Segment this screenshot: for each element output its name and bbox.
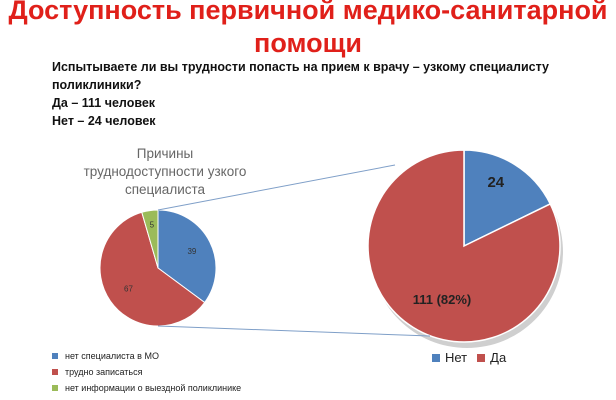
legend-label: нет специалиста в МО bbox=[65, 351, 159, 361]
legend-swatch-red bbox=[477, 353, 486, 362]
legend-item-yes: Да bbox=[477, 350, 506, 365]
small-chart-title-line-1: Причины bbox=[136, 146, 194, 161]
small-pie-data-label: 5 bbox=[150, 220, 155, 229]
answer-no-count: Нет – 24 человек bbox=[52, 114, 156, 128]
small-chart-title-line-3: специалиста bbox=[124, 182, 206, 197]
large-pie-slice bbox=[463, 149, 552, 248]
survey-question: Испытываете ли вы трудности попасть на п… bbox=[52, 58, 572, 130]
large-pie-data-label: 111 (82%) bbox=[413, 292, 472, 307]
small-pie-slice bbox=[99, 211, 206, 327]
small-pie-slice bbox=[157, 209, 217, 304]
small-pie-data-label: 39 bbox=[187, 247, 196, 256]
legend-swatch-red bbox=[52, 369, 58, 375]
small-chart-title-line-2: трудно­доступности узкого bbox=[83, 164, 247, 179]
legend-item-hard-to-book: трудно записаться bbox=[52, 364, 241, 380]
legend-label: Да bbox=[490, 350, 507, 365]
legend-swatch-blue bbox=[52, 353, 58, 359]
connector-line-top bbox=[157, 164, 396, 211]
large-pie-data-label: 24 bbox=[487, 174, 504, 191]
legend-item-no: Нет bbox=[432, 350, 467, 365]
small-chart-legend: нет специалиста в МО трудно записаться н… bbox=[52, 348, 241, 396]
slide-title: Доступность первичной медико-санитарной … bbox=[0, 0, 616, 60]
connector-line-bottom bbox=[157, 325, 431, 337]
small-pie-slice bbox=[141, 209, 159, 269]
answer-yes-count: Да – 111 человек bbox=[52, 96, 156, 110]
question-text: Испытываете ли вы трудности попасть на п… bbox=[52, 60, 549, 92]
small-chart-title: Причины трудно­доступности узкого специа… bbox=[40, 145, 290, 199]
legend-item-no-info: нет информации о выездной поликлинике bbox=[52, 380, 241, 396]
legend-item-no-specialist: нет специалиста в МО bbox=[52, 348, 241, 364]
slide-title-line-1: Доступность первичной медико-санитарной bbox=[8, 0, 608, 25]
legend-label: Нет bbox=[445, 350, 468, 365]
large-chart-legend: Нет Да bbox=[432, 350, 516, 365]
legend-swatch-blue bbox=[432, 353, 440, 362]
legend-swatch-green bbox=[52, 385, 58, 391]
slide-title-line-2: помощи bbox=[254, 28, 362, 58]
legend-label: нет информации о выездной поликлинике bbox=[65, 383, 242, 393]
legend-label: трудно записаться bbox=[65, 367, 143, 377]
small-pie-data-label: 67 bbox=[124, 285, 133, 294]
large-pie-slice bbox=[367, 149, 561, 343]
